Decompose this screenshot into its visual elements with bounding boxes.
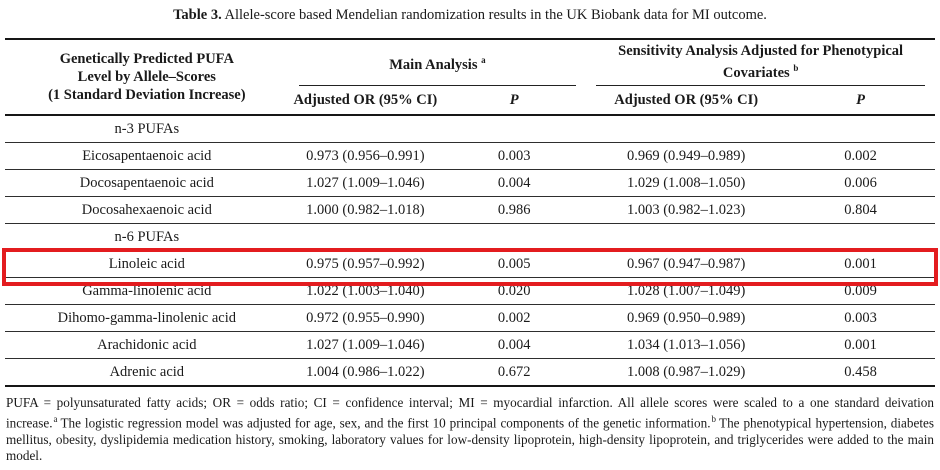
empty-cell (786, 115, 935, 143)
or-sens-cell: 0.969 (0.949–0.989) (586, 142, 787, 170)
column-header-p-sensitivity: P (786, 86, 935, 116)
footnote-note-b: The phenotypical hypertension, diabetes … (6, 415, 934, 463)
or-sens-cell: 1.008 (0.987–1.029) (586, 358, 787, 387)
column-header-or-sensitivity: Adjusted OR (95% CI) (586, 86, 787, 116)
mr-results-table: Genetically Predicted PUFA Level by Alle… (5, 38, 935, 387)
p-sens-cell: 0.001 (786, 250, 935, 278)
table-row-arachidonic: Arachidonic acid 1.027 (1.009–1.046) 0.0… (5, 331, 935, 359)
sensitivity-analysis-spanner: Sensitivity Analysis Adjusted for Phenot… (596, 40, 925, 86)
column-group-main-analysis: Main Analysis a (289, 39, 587, 86)
footnote-marker-a: a (53, 414, 58, 425)
or-main-cell: 1.027 (1.009–1.046) (288, 331, 443, 359)
main-analysis-spanner: Main Analysis a (298, 40, 577, 86)
footnote-marker-b: b (711, 414, 717, 425)
section-row-n6-pufas: n-6 PUFAs (5, 223, 935, 251)
table-row-docosapentaenoic: Docosapentaenoic acid 1.027 (1.009–1.046… (5, 169, 935, 197)
or-sens-cell: 1.028 (1.007–1.049) (586, 277, 787, 305)
column-header-p-main: P (442, 86, 587, 116)
exposure-header-line: Level by Allele–Scores (77, 69, 216, 85)
or-sens-cell: 1.029 (1.008–1.050) (586, 169, 787, 197)
empty-cell (442, 115, 587, 143)
row-label-cell: Dihomo-gamma-linolenic acid (5, 304, 289, 332)
or-main-cell: 0.973 (0.956–0.991) (288, 142, 443, 170)
table-row-eicosapentaenoic: Eicosapentaenoic acid 0.973 (0.956–0.991… (5, 142, 935, 170)
p-main-cell: 0.672 (442, 358, 587, 387)
section-label: n-6 PUFAs (5, 223, 289, 251)
row-label-cell: Adrenic acid (5, 358, 289, 387)
or-main-cell: 1.000 (0.982–1.018) (288, 196, 443, 224)
or-sens-cell: 1.003 (0.982–1.023) (586, 196, 787, 224)
table-row-gamma-linolenic: Gamma-linolenic acid 1.022 (1.003–1.040)… (5, 277, 935, 305)
empty-cell (288, 223, 443, 251)
p-sens-cell: 0.458 (786, 358, 935, 387)
table-caption: Table 3. Allele-score based Mendelian ra… (0, 0, 940, 24)
or-sens-cell: 1.034 (1.013–1.056) (586, 331, 787, 359)
p-sens-cell: 0.009 (786, 277, 935, 305)
sensitivity-analysis-label: Sensitivity Analysis Adjusted for Phenot… (618, 43, 904, 81)
row-label-cell: Gamma-linolenic acid (5, 277, 289, 305)
section-label: n-3 PUFAs (5, 115, 289, 143)
column-header-or-main: Adjusted OR (95% CI) (288, 86, 443, 116)
or-main-cell: 0.972 (0.955–0.990) (288, 304, 443, 332)
main-analysis-label: Main Analysis a (389, 54, 486, 73)
table-row-dihomo-gamma-linolenic: Dihomo-gamma-linolenic acid 0.972 (0.955… (5, 304, 935, 332)
empty-cell (786, 223, 935, 251)
empty-cell (586, 223, 787, 251)
p-main-cell: 0.020 (442, 277, 587, 305)
footnote-marker-b: b (793, 63, 799, 74)
table-caption-text: Allele-score based Mendelian randomizati… (224, 7, 767, 23)
footnote-abbreviations: PUFA = polyunsaturated fatty acids; OR =… (6, 395, 934, 431)
p-main-cell: 0.004 (442, 331, 587, 359)
table-wrap: Genetically Predicted PUFA Level by Alle… (5, 38, 935, 387)
empty-cell (586, 115, 787, 143)
p-main-cell: 0.986 (442, 196, 587, 224)
table-row-linoleic-highlighted: Linoleic acid 0.975 (0.957–0.992) 0.005 … (5, 250, 935, 278)
or-main-cell: 1.022 (1.003–1.040) (288, 277, 443, 305)
empty-cell (442, 223, 587, 251)
row-label-cell: Linoleic acid (5, 250, 289, 278)
row-label-cell: Docosapentaenoic acid (5, 169, 289, 197)
footnote-marker-a: a (481, 54, 486, 65)
or-sens-cell: 0.967 (0.947–0.987) (586, 250, 787, 278)
group-header-row: Genetically Predicted PUFA Level by Alle… (5, 39, 935, 116)
p-main-cell: 0.004 (442, 169, 587, 197)
table-row-adrenic: Adrenic acid 1.004 (0.986–1.022) 0.672 1… (5, 358, 935, 387)
or-main-cell: 1.004 (0.986–1.022) (288, 358, 443, 387)
column-header-exposure: Genetically Predicted PUFA Level by Alle… (5, 39, 289, 116)
p-sens-cell: 0.006 (786, 169, 935, 197)
or-main-cell: 0.975 (0.957–0.992) (288, 250, 443, 278)
footnote-note-a: The logistic regression model was adjust… (60, 415, 711, 431)
p-sens-cell: 0.003 (786, 304, 935, 332)
row-label-cell: Docosahexaenoic acid (5, 196, 289, 224)
or-sens-cell: 0.969 (0.950–0.989) (586, 304, 787, 332)
sub-header-row: Adjusted OR (95% CI) P Adjusted OR (95% … (5, 86, 935, 116)
p-sens-cell: 0.001 (786, 331, 935, 359)
p-main-cell: 0.005 (442, 250, 587, 278)
exposure-header-line: (1 Standard Deviation Increase) (48, 87, 246, 103)
table-row-docosahexaenoic: Docosahexaenoic acid 1.000 (0.982–1.018)… (5, 196, 935, 224)
or-main-cell: 1.027 (1.009–1.046) (288, 169, 443, 197)
row-label-cell: Arachidonic acid (5, 331, 289, 359)
table-caption-label: Table 3. (173, 7, 222, 23)
empty-cell (288, 115, 443, 143)
p-main-cell: 0.003 (442, 142, 587, 170)
column-group-sensitivity-analysis: Sensitivity Analysis Adjusted for Phenot… (586, 39, 935, 86)
row-label-cell: Eicosapentaenoic acid (5, 142, 289, 170)
exposure-header-line: Genetically Predicted PUFA (59, 51, 234, 67)
p-main-cell: 0.002 (442, 304, 587, 332)
table-footnote: PUFA = polyunsaturated fatty acids; OR =… (6, 395, 934, 464)
section-row-n3-pufas: n-3 PUFAs (5, 115, 935, 143)
p-sens-cell: 0.002 (786, 142, 935, 170)
p-sens-cell: 0.804 (786, 196, 935, 224)
